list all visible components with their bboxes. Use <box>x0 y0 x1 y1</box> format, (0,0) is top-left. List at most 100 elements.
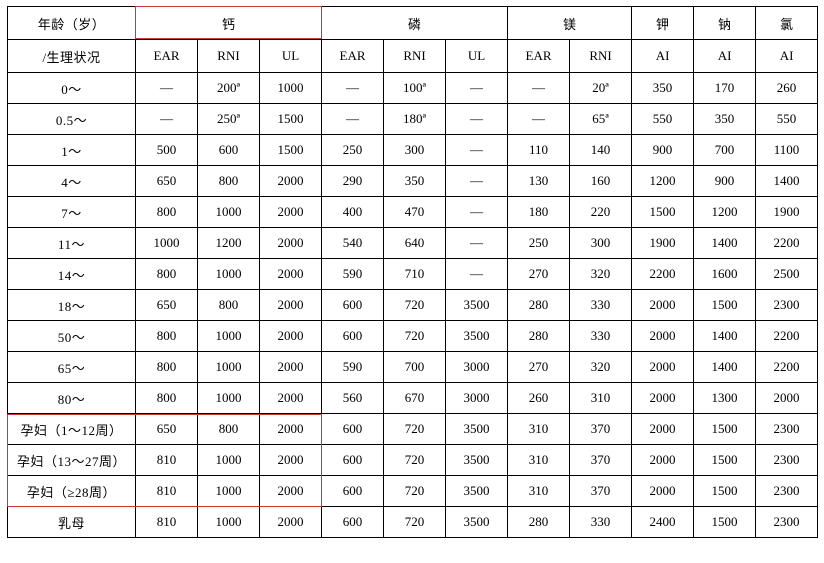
value-cell: 800 <box>136 321 198 352</box>
value-cell: 2200 <box>756 228 818 259</box>
value-cell: 2300 <box>756 445 818 476</box>
value-cell: 1500 <box>694 414 756 445</box>
value-cell: 560 <box>322 383 384 414</box>
value-cell: 250ª <box>198 104 260 135</box>
value-cell: 2000 <box>260 290 322 321</box>
value-cell: 110 <box>508 135 570 166</box>
value-cell: 2000 <box>260 228 322 259</box>
table-row: 乳母81010002000600720350028033024001500230… <box>8 507 818 538</box>
value-cell: 180ª <box>384 104 446 135</box>
value-cell: 3500 <box>446 507 508 538</box>
header-group-ca: 钙 <box>136 7 322 40</box>
value-cell: 900 <box>694 166 756 197</box>
value-cell: 700 <box>384 352 446 383</box>
age-cell: 1～ <box>8 135 136 166</box>
value-cell: 65ª <box>570 104 632 135</box>
value-cell: 600 <box>322 321 384 352</box>
table-row: 11～100012002000540640—250300190014002200 <box>8 228 818 259</box>
value-cell: 540 <box>322 228 384 259</box>
value-cell: 260 <box>756 73 818 104</box>
value-cell: 720 <box>384 321 446 352</box>
value-cell: 800 <box>198 414 260 445</box>
value-cell: 130 <box>508 166 570 197</box>
value-cell: 720 <box>384 414 446 445</box>
table-row: 0.5～—250ª1500—180ª——65ª550350550 <box>8 104 818 135</box>
value-cell: 470 <box>384 197 446 228</box>
value-cell: 720 <box>384 445 446 476</box>
table-body: 0～—200ª1000—100ª——20ª3501702600.5～—250ª1… <box>8 73 818 538</box>
value-cell: 3500 <box>446 321 508 352</box>
sub-ca-ear: EAR <box>136 40 198 73</box>
value-cell: 600 <box>322 290 384 321</box>
value-cell: 3000 <box>446 352 508 383</box>
header-row-2: /生理状况 EAR RNI UL EAR RNI UL EAR RNI AI A… <box>8 40 818 73</box>
value-cell: 180 <box>508 197 570 228</box>
value-cell: — <box>446 259 508 290</box>
value-cell: 810 <box>136 476 198 507</box>
value-cell: 1400 <box>694 228 756 259</box>
table-row: 孕妇（13～27周）810100020006007203500310370200… <box>8 445 818 476</box>
value-cell: 800 <box>136 197 198 228</box>
value-cell: 250 <box>322 135 384 166</box>
value-cell: 370 <box>570 445 632 476</box>
table-row: 18～6508002000600720350028033020001500230… <box>8 290 818 321</box>
value-cell: 280 <box>508 321 570 352</box>
value-cell: 2500 <box>756 259 818 290</box>
value-cell: 20ª <box>570 73 632 104</box>
value-cell: 2000 <box>632 383 694 414</box>
value-cell: 320 <box>570 259 632 290</box>
value-cell: 600 <box>322 476 384 507</box>
age-cell: 孕妇（13～27周） <box>8 445 136 476</box>
value-cell: 1000 <box>198 383 260 414</box>
value-cell: 1500 <box>694 290 756 321</box>
table-row: 孕妇（1～12周）6508002000600720350031037020001… <box>8 414 818 445</box>
value-cell: 710 <box>384 259 446 290</box>
value-cell: 280 <box>508 507 570 538</box>
value-cell: 160 <box>570 166 632 197</box>
value-cell: 1600 <box>694 259 756 290</box>
value-cell: 810 <box>136 507 198 538</box>
value-cell: 2000 <box>756 383 818 414</box>
value-cell: 590 <box>322 352 384 383</box>
value-cell: 3500 <box>446 414 508 445</box>
value-cell: 2000 <box>260 476 322 507</box>
value-cell: 550 <box>632 104 694 135</box>
value-cell: — <box>508 104 570 135</box>
table-row: 0～—200ª1000—100ª——20ª350170260 <box>8 73 818 104</box>
value-cell: 1900 <box>632 228 694 259</box>
header-row-1: 年龄（岁） 钙 磷 镁 钾 钠 氯 <box>8 7 818 40</box>
table-row: 50～8001000200060072035002803302000140022… <box>8 321 818 352</box>
value-cell: 500 <box>136 135 198 166</box>
value-cell: 1000 <box>198 321 260 352</box>
value-cell: 1000 <box>198 476 260 507</box>
value-cell: 3000 <box>446 383 508 414</box>
value-cell: 1000 <box>136 228 198 259</box>
value-cell: 1300 <box>694 383 756 414</box>
value-cell: 200ª <box>198 73 260 104</box>
value-cell: 800 <box>198 166 260 197</box>
value-cell: 1000 <box>198 507 260 538</box>
value-cell: 2000 <box>260 197 322 228</box>
age-cell: 18～ <box>8 290 136 321</box>
value-cell: — <box>446 166 508 197</box>
age-cell: 孕妇（≥28周） <box>8 476 136 507</box>
value-cell: — <box>322 73 384 104</box>
sub-ca-ul: UL <box>260 40 322 73</box>
value-cell: 260 <box>508 383 570 414</box>
value-cell: 600 <box>322 445 384 476</box>
value-cell: 650 <box>136 414 198 445</box>
value-cell: 1000 <box>198 259 260 290</box>
value-cell: 800 <box>136 259 198 290</box>
value-cell: 350 <box>384 166 446 197</box>
value-cell: 800 <box>136 352 198 383</box>
value-cell: 600 <box>322 414 384 445</box>
age-cell: 65～ <box>8 352 136 383</box>
value-cell: 330 <box>570 321 632 352</box>
value-cell: 1000 <box>260 73 322 104</box>
value-cell: 140 <box>570 135 632 166</box>
nutrient-table: 年龄（岁） 钙 磷 镁 钾 钠 氯 /生理状况 EAR RNI UL EAR R… <box>7 6 818 538</box>
age-cell: 0～ <box>8 73 136 104</box>
value-cell: 650 <box>136 290 198 321</box>
value-cell: 330 <box>570 507 632 538</box>
value-cell: 2000 <box>260 321 322 352</box>
